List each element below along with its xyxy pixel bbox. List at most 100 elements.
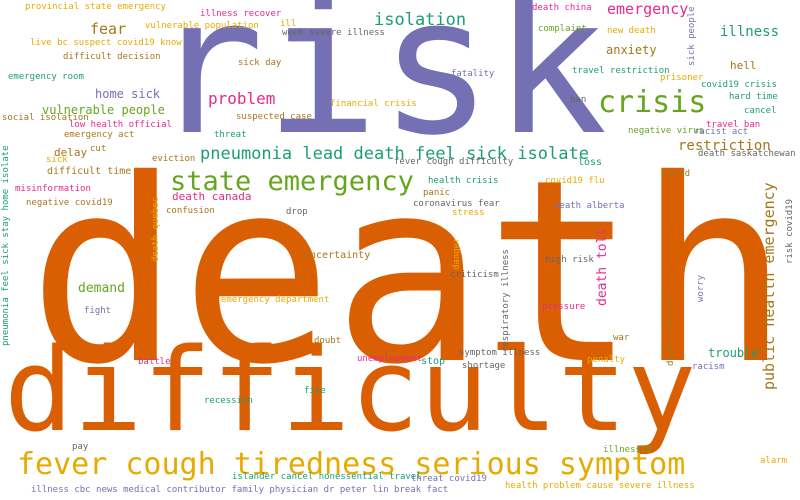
word-fear: fear — [90, 20, 127, 38]
word-misinformation: misinformation — [15, 184, 91, 194]
word-difficult-time: difficult time — [47, 166, 132, 177]
word-penalty: penalty — [587, 355, 625, 365]
word-illness: illness — [720, 24, 780, 40]
word-death-china: death china — [532, 3, 592, 13]
word-sick-people: sick people — [687, 6, 697, 66]
word-respiratory-illness: respiratory illness — [501, 249, 511, 352]
word-hard-time: hard time — [729, 92, 778, 102]
word-new-death: new death — [607, 26, 656, 36]
word-week-severe-illness: week severe illness — [282, 28, 385, 38]
word-fever-cough-difficulty: fever cough difficulty — [394, 157, 514, 167]
word-panic: panic — [423, 188, 451, 198]
word-islander-cancel-nonessential-travel: islander cancel nonessential travel — [232, 472, 422, 482]
word-symptom-illness: symptom illness — [459, 348, 541, 358]
word-delay: delay — [54, 146, 88, 159]
word-fight: fight — [84, 306, 112, 316]
word-negative-covid19: negative covid19 — [26, 198, 113, 208]
word-live-bc-suspect-covid19-know: live bc suspect covid19 know — [30, 38, 182, 48]
word-low-health-official: low health official — [69, 120, 172, 130]
word-uncertainty: uncertainty — [304, 250, 371, 261]
word-stop: stop — [421, 356, 446, 367]
word-coronavirus-fear: coronavirus fear — [413, 199, 500, 209]
word-suspected-case: suspected case — [236, 112, 312, 122]
word-crisis: crisis — [598, 85, 707, 120]
word-death-quebec: death quebec — [151, 196, 161, 262]
word-emergency-act: emergency act — [64, 130, 135, 140]
word-emergency: emergency — [607, 0, 689, 18]
word-recession: recession — [204, 396, 253, 406]
word-emergency-department: emergency department — [221, 295, 330, 305]
word-shortage: shortage — [462, 361, 506, 371]
word-death-toll: death toll — [595, 227, 610, 306]
word-problem: problem — [208, 89, 276, 108]
word-travel-restriction: travel restriction — [572, 66, 670, 76]
word-travel-ban: travel ban — [706, 120, 761, 130]
word-death-saskatchewan: death saskatchewan — [698, 149, 796, 159]
word-confusion: confusion — [166, 206, 215, 216]
word-illness19: illness19 — [603, 445, 652, 455]
word-death-alberta: death alberta — [554, 201, 625, 211]
word-isolation: isolation — [374, 10, 467, 30]
word-racist-act: racist act — [694, 127, 749, 137]
word-cancel: cancel — [744, 106, 777, 116]
word-home-sick: home sick — [95, 87, 161, 101]
word-death: death — [28, 125, 790, 420]
word-sick: sick — [46, 155, 68, 165]
word-hell: hell — [730, 59, 757, 72]
word-unemployment: unemployment — [357, 354, 423, 364]
word-social-isolation: social isolation — [2, 113, 89, 123]
word-negative-virus: negative virus — [628, 126, 704, 136]
word-high-risk: high risk — [545, 255, 594, 265]
word-illness-cbc-news-medical-contributor-family-physician-dr-peter-lin-break-fact: illness cbc news medical contributor fam… — [31, 485, 449, 495]
word-financial-crisis: financial crisis — [330, 99, 417, 109]
word-restriction: restriction — [678, 138, 771, 154]
word-eviction: eviction — [152, 154, 196, 164]
word-risk-covid19: risk covid19 — [785, 198, 795, 264]
word-trouble: trouble — [708, 346, 759, 360]
word-complaint: complaint — [538, 24, 587, 34]
word-health-problem-cause-severe-illness: health problem cause severe illness — [505, 481, 695, 491]
word-racism: racism — [692, 362, 725, 372]
word-health-crisis: health crisis — [428, 176, 499, 186]
word-difficulty: difficulty — [4, 324, 697, 458]
word-difficult-decision: difficult decision — [63, 52, 161, 62]
word-sick-day: sick day — [238, 58, 282, 68]
word-death-ontario: death ontario — [666, 295, 676, 366]
word-provincial-state-emergency: provincial state emergency — [25, 2, 166, 12]
word-fatality: fatality — [451, 69, 495, 79]
word-covid19-flu: covid19 flu — [545, 176, 605, 186]
word-alarm: alarm — [760, 456, 788, 466]
word-doubt: doubt — [314, 336, 342, 346]
word-loss: loss — [578, 157, 603, 168]
word-pneumonia-feel-sick-stay-home-isolate: pneumonia feel sick stay home isolate — [1, 145, 11, 346]
word-pay: pay — [72, 442, 89, 452]
word-risk: risk — [150, 0, 608, 177]
word-worry: worry — [696, 274, 706, 302]
word-stress: stress — [452, 208, 485, 218]
word-pressure: pressure — [542, 302, 586, 312]
word-pneumonia-lead-death-feel-sick-isolate: pneumonia lead death feel sick isolate — [200, 144, 589, 164]
word-avoid: avoid — [663, 169, 691, 179]
word-danger: danger — [452, 237, 462, 270]
word-threat: threat — [214, 130, 247, 140]
word-prisoner: prisoner — [660, 73, 704, 83]
word-criticism: criticism — [450, 270, 499, 280]
word-battle: battle — [138, 357, 171, 367]
word-emergency-room: emergency room — [8, 72, 84, 82]
word-drop: drop — [286, 207, 308, 217]
word-state-emergency: state emergency — [170, 166, 414, 197]
word-vulnerable-population: vulnerable population — [145, 21, 259, 31]
word-cut: cut — [90, 144, 107, 154]
word-public-health-emergency: public health emergency — [760, 182, 778, 390]
word-threat-covid19: threat covid19 — [411, 474, 487, 484]
word-war: war — [613, 333, 630, 343]
word-fever-cough-tiredness-serious-symptom: fever cough tiredness serious symptom — [17, 447, 686, 482]
word-death-canada: death canada — [172, 190, 252, 203]
word-vulnerable-people: vulnerable people — [42, 103, 165, 117]
word-ban: ban — [570, 95, 587, 105]
word-ill: ill — [280, 19, 297, 29]
word-fire: fire — [304, 386, 326, 396]
word-covid19-crisis: covid19 crisis — [701, 80, 777, 90]
word-illness-recover: illness recover — [200, 9, 282, 19]
word-anxiety: anxiety — [606, 43, 657, 57]
